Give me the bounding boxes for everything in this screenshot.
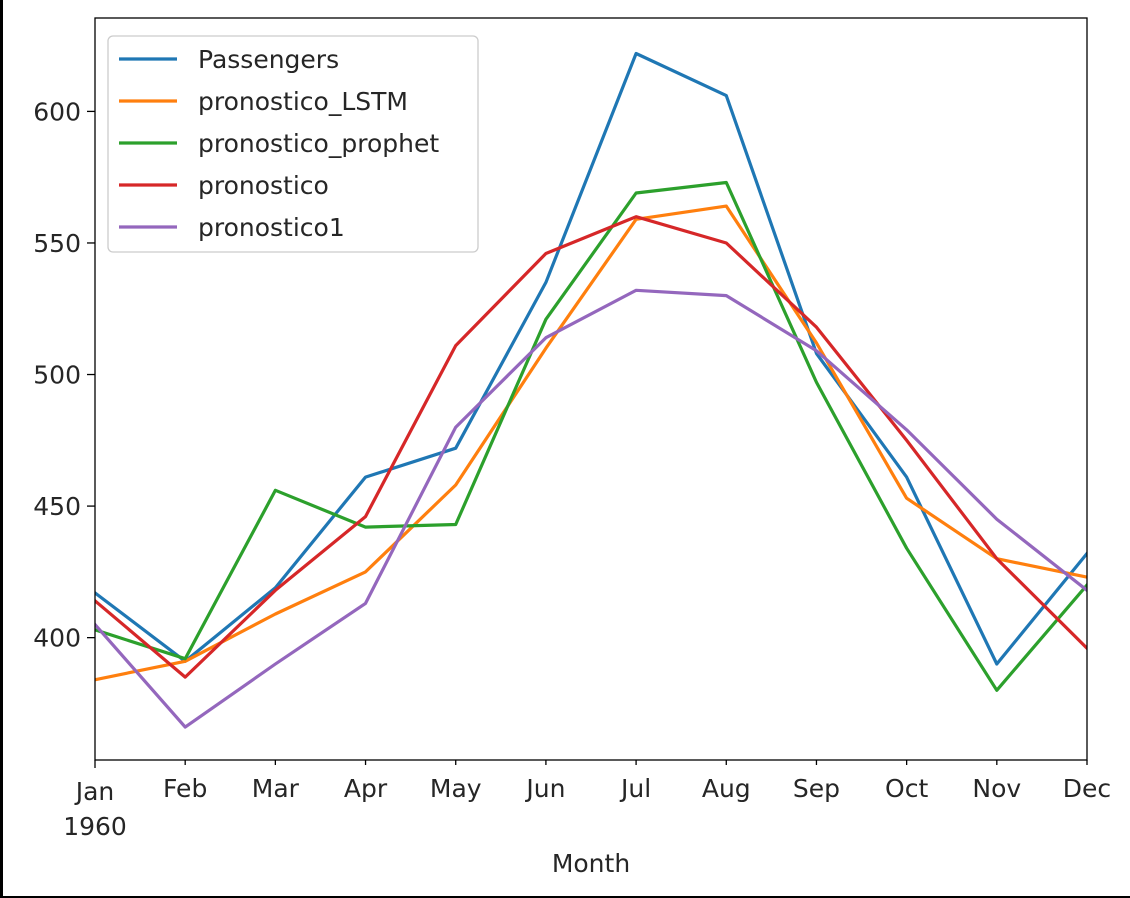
y-tick-label: 400 [33, 624, 81, 653]
legend-box [107, 35, 479, 253]
y-axis: 400 450 500 550 600 [33, 97, 95, 653]
y-tick-label: 500 [33, 361, 81, 390]
x-tick-label: Feb [163, 774, 207, 803]
legend: Passengers pronostico_LSTM pronostico_prop… [107, 35, 479, 253]
x-axis: Jan Feb Mar Apr May Jun Jul Aug Sep Oct Nov Dec [74, 760, 1111, 806]
y-tick-label: 600 [33, 97, 81, 126]
legend-label-0: Passengers [198, 45, 339, 74]
series-line-3 [95, 215, 1087, 679]
axes-frame [94, 17, 1088, 761]
x-tick-label: Jul [619, 774, 651, 803]
x-tick-label: Apr [344, 774, 388, 803]
legend-label-1: pronostico_LSTM [198, 87, 408, 116]
series-line-1 [95, 204, 1087, 682]
x-tick-year-label: 1960 [63, 812, 127, 841]
series-line-4 [95, 288, 1087, 729]
legend-label-2: pronostico_prophet [198, 129, 439, 158]
x-tick-label: Dec [1063, 774, 1111, 803]
y-tick-label: 550 [33, 229, 81, 258]
series-line-2 [95, 180, 1087, 692]
series-layer [95, 51, 1087, 729]
x-tick-label: Sep [793, 774, 840, 803]
x-tick-label: May [430, 774, 482, 803]
x-tick-label: Jan [74, 777, 115, 806]
x-tick-label: Jun [524, 774, 565, 803]
x-tick-label: Oct [885, 774, 928, 803]
x-axis-label: Month [552, 849, 630, 878]
x-tick-label: Nov [972, 774, 1021, 803]
y-tick-label: 450 [33, 492, 81, 521]
x-tick-label: Mar [252, 774, 300, 803]
legend-label-4: pronostico1 [198, 213, 345, 242]
legend-label-3: pronostico [198, 171, 329, 200]
x-tick-label: Aug [702, 774, 751, 803]
